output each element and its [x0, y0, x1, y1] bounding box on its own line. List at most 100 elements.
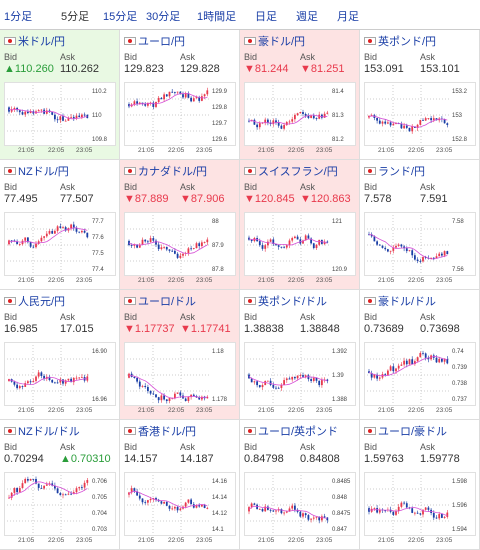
candle-body: [408, 250, 411, 252]
candle-body: [165, 94, 168, 97]
mini-chart[interactable]: 153.2 153 152.8: [364, 82, 476, 146]
tab-4[interactable]: 1時間足: [197, 11, 237, 23]
x-tick-label: 23:05: [76, 147, 93, 154]
rate-panel[interactable]: ユーロ/英ポンド Bid Ask 0.84798 0.84808 0.8485 0.848 0…: [240, 420, 360, 550]
flag-icon: [124, 427, 136, 435]
rate-panel[interactable]: ユーロ/円 Bid Ask 129.823 129.828 129.9 129.8 129.7…: [120, 30, 240, 160]
tab-6[interactable]: 週足: [296, 11, 318, 23]
tab-0[interactable]: 1分足: [4, 11, 33, 23]
pair-name: 英ポンド/円: [378, 36, 437, 48]
pair-title-link[interactable]: ユーロ/円: [124, 33, 185, 49]
tab-7[interactable]: 月足: [337, 11, 359, 23]
candle-body: [8, 497, 10, 499]
pair-title-link[interactable]: NZドル/ドル: [4, 423, 80, 439]
candle-body: [171, 91, 174, 93]
candle-body: [43, 375, 45, 379]
candle-body: [64, 227, 67, 231]
x-tick-label: 22:05: [48, 537, 65, 544]
flag-icon: [244, 167, 256, 175]
candle-body: [432, 118, 435, 121]
pair-title-link[interactable]: 豪ドル/ドル: [364, 293, 436, 309]
pair-title-link[interactable]: ユーロ/ドル: [124, 293, 196, 309]
mini-chart[interactable]: 1.392 1.39 1.388: [244, 342, 356, 406]
bid-label: Bid: [364, 312, 378, 322]
candle-body: [438, 253, 441, 257]
pair-title-link[interactable]: NZドル/円: [4, 163, 69, 179]
pair-title-link[interactable]: 英ポンド/円: [364, 33, 436, 49]
mini-chart[interactable]: 121 120.9: [244, 212, 356, 276]
mini-chart[interactable]: 1.18 1.178: [124, 342, 236, 406]
candle-body: [294, 236, 296, 239]
candle-body: [174, 250, 176, 254]
tab-3[interactable]: 30分足: [146, 11, 181, 23]
candle-chart-svg: 14.16 14.14 14.12 14.1: [127, 475, 228, 535]
pair-title-link[interactable]: カナダドル/円: [124, 163, 207, 179]
mini-chart[interactable]: 14.16 14.14 14.12 14.1: [124, 472, 236, 536]
x-tick-label: 21:05: [258, 407, 275, 414]
candle-body: [321, 516, 323, 521]
mini-chart[interactable]: 0.8485 0.848 0.8475 0.847: [244, 472, 356, 536]
candle-body: [296, 375, 299, 379]
rate-panel[interactable]: 香港ドル/円 Bid Ask 14.157 14.187 14.16 14.14 14.12 1…: [120, 420, 240, 550]
candle-body: [416, 259, 419, 261]
rate-panel[interactable]: ユーロ/ドル Bid Ask ▼1.17737 ▼1.17741 1.18 1.178 21:…: [120, 290, 240, 420]
pair-title-link[interactable]: 米ドル/円: [4, 33, 65, 49]
mini-chart[interactable]: 88 87.9 87.8: [124, 212, 236, 276]
rate-panel[interactable]: NZドル/円 Bid Ask 77.495 77.507 77.7 77.6 77.5 77.4…: [0, 160, 120, 290]
candle-body: [182, 94, 184, 98]
candle-body: [299, 112, 302, 114]
candle-body: [267, 506, 269, 510]
mini-chart[interactable]: 81.4 81.3 81.2: [244, 82, 356, 146]
rate-panel[interactable]: カナダドル/円 Bid Ask ▼87.889 ▼87.906 88 87.9 87.8 21:…: [120, 160, 240, 290]
pair-title-link[interactable]: ランド/円: [364, 163, 425, 179]
candle-body: [147, 102, 149, 106]
pair-title-link[interactable]: 豪ドル/円: [244, 33, 305, 49]
candle-body: [21, 483, 24, 489]
mini-chart[interactable]: 110.2 110 109.8: [4, 82, 116, 146]
x-tick-label: 22:05: [168, 147, 185, 154]
y-tick-label: 14.14: [212, 495, 228, 501]
rate-panel[interactable]: 豪ドル/円 Bid Ask ▼81.244 ▼81.251 81.4 81.3 81.2 21:…: [240, 30, 360, 160]
tab-2[interactable]: 15分足: [103, 11, 138, 23]
rate-panel[interactable]: ランド/円 Bid Ask 7.578 7.591 7.58 7.56 21:05 22:05 2…: [360, 160, 480, 290]
candle-body: [203, 504, 206, 508]
pair-title-link[interactable]: ユーロ/豪ドル: [364, 423, 447, 439]
rate-panel[interactable]: 米ドル/円 Bid Ask ▲110.260 110.262 110.2 110 109.8 2…: [0, 30, 120, 160]
x-axis-labels: 21:05 22:05 23:05: [124, 277, 236, 287]
candle-body: [411, 250, 414, 256]
mini-chart[interactable]: 7.58 7.56: [364, 212, 476, 276]
rate-panel[interactable]: スイスフラン/円 Bid Ask ▼120.845 ▼120.863 121 120.9 21…: [240, 160, 360, 290]
pair-title-link[interactable]: 人民元/円: [4, 293, 65, 309]
x-tick-label: 21:05: [258, 147, 275, 154]
mini-chart[interactable]: 0.706 0.705 0.704 0.703: [4, 472, 116, 536]
rate-panel[interactable]: 英ポンド/円 Bid Ask 153.091 153.101 153.2 153 152.8 2…: [360, 30, 480, 160]
mini-chart[interactable]: 129.9 129.8 129.7 129.6: [124, 82, 236, 146]
rate-panel[interactable]: ユーロ/豪ドル Bid Ask 1.59763 1.59778 1.598 1.596 1.5…: [360, 420, 480, 550]
y-tick-label: 16.96: [92, 397, 108, 403]
x-tick-label: 21:05: [138, 277, 155, 284]
flag-icon: [244, 297, 256, 305]
pair-title-link[interactable]: ユーロ/英ポンド: [244, 423, 338, 439]
pair-title-link[interactable]: 英ポンド/ドル: [244, 293, 327, 309]
mini-chart[interactable]: 1.598 1.596 1.594: [364, 472, 476, 536]
candle-body: [152, 238, 155, 241]
mini-chart[interactable]: 0.74 0.739 0.738 0.737: [364, 342, 476, 406]
candle-body: [179, 508, 182, 511]
mini-chart[interactable]: 77.7 77.6 77.5 77.4: [4, 212, 116, 276]
rate-panel[interactable]: NZドル/ドル Bid Ask 0.70294 ▲0.70310 0.706 0.705 0.…: [0, 420, 120, 550]
pair-title-link[interactable]: スイスフラン/円: [244, 163, 338, 179]
candle-body: [416, 357, 419, 362]
candle-body: [312, 243, 315, 249]
tab-1[interactable]: 5分足: [61, 11, 90, 23]
pair-title-link[interactable]: 香港ドル/円: [124, 423, 196, 439]
rate-panel[interactable]: 人民元/円 Bid Ask 16.985 17.015 16.90 16.96 21:05 22…: [0, 290, 120, 420]
mini-chart[interactable]: 16.90 16.96: [4, 342, 116, 406]
candle-body: [432, 257, 435, 259]
candle-body: [32, 246, 35, 248]
y-tick-label: 87.8: [212, 267, 224, 273]
candle-body: [187, 93, 190, 98]
tab-5[interactable]: 日足: [255, 11, 277, 23]
rate-panel[interactable]: 英ポンド/ドル Bid Ask 1.38838 1.38848 1.392 1.39 1.38…: [240, 290, 360, 420]
candle-body: [275, 244, 277, 246]
rate-panel[interactable]: 豪ドル/ドル Bid Ask 0.73689 0.73698 0.74 0.739 0.738…: [360, 290, 480, 420]
